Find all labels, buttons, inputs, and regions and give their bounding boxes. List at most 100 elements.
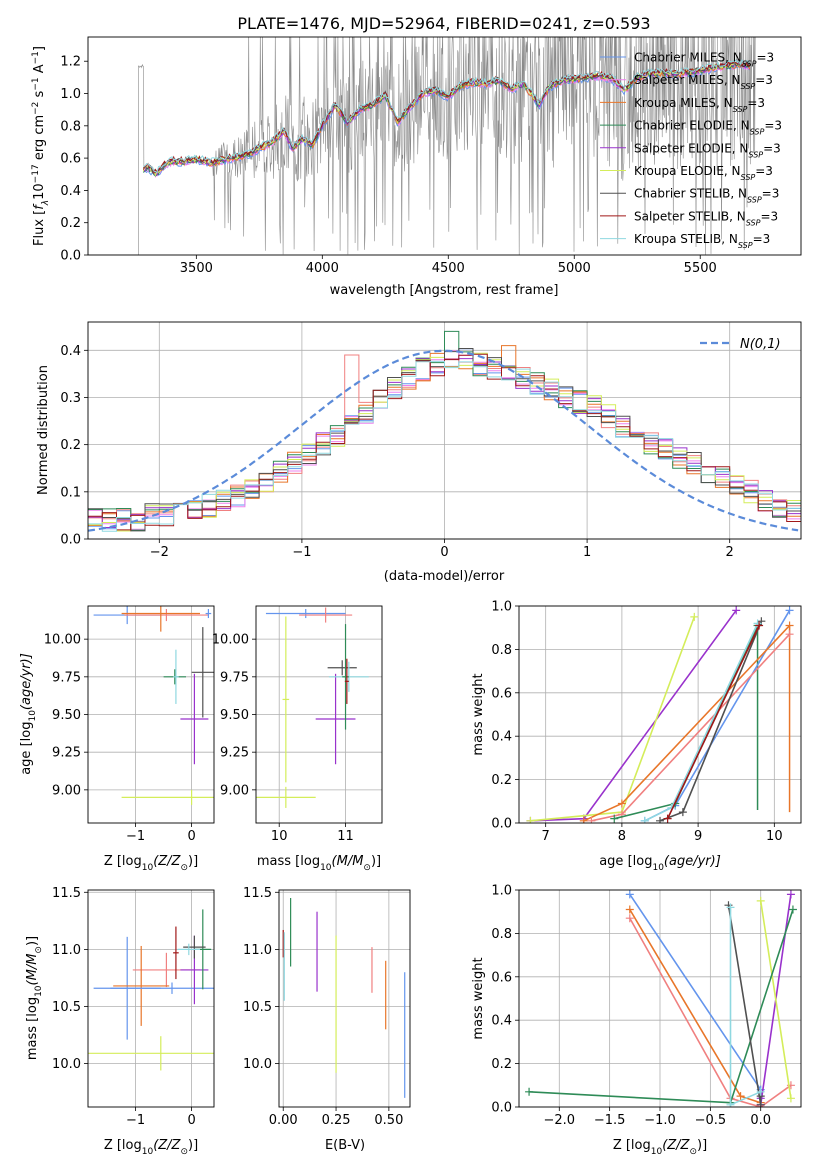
weight-marker: [753, 619, 762, 628]
y-axis-label: mass weight: [471, 957, 486, 1039]
tick-label-y: 0.6: [491, 970, 512, 985]
ticks: −1 0 9.00 9.25 9.50 9.75 10.00: [44, 633, 196, 844]
label-part: age [log: [599, 854, 652, 869]
plot-area: [88, 909, 214, 1071]
mass-vs-extinction-panel: 0.00 0.25 0.50 10.0 10.5 11.0 11.5 E(B-V): [243, 886, 411, 1153]
label-part: 10: [142, 1147, 154, 1157]
label-part: Z [log: [104, 854, 142, 869]
axis-label: mass [log10(M/M⊙)]: [25, 936, 44, 1060]
weight-marker: [788, 905, 797, 914]
legend-text: Chabrier STELIB, N: [634, 187, 747, 201]
legend-text: =3: [762, 187, 780, 201]
tick-label-y: 0.0: [60, 533, 81, 548]
tick-label-y: 10.5: [243, 1000, 272, 1015]
legend-subscript: SSP: [750, 127, 765, 136]
y-axis-label: mass weight: [471, 673, 486, 755]
observed-spectrum: [88, 37, 756, 255]
label-part: (age/yr)]: [19, 653, 34, 710]
histogram-chabrier-elodie: [88, 330, 801, 531]
tick-label-x: 0.0: [750, 1113, 771, 1128]
mass-vs-metallicity-panel: −1 010.010.511.011.5Z [log10(Z/Z⊙)]mass […: [25, 886, 215, 1157]
tick-label-y: 9.75: [52, 670, 81, 685]
tick-label-y: 0.2: [491, 1057, 512, 1072]
weight-marker: [625, 914, 634, 923]
legend-text: =3: [755, 164, 773, 178]
weight-marker: [625, 905, 634, 914]
axes-frame: [87, 36, 802, 256]
legend-text: Chabrier MILES, N: [634, 51, 742, 65]
tick-label-y: 0.2: [60, 216, 81, 231]
tick-label-x: 1: [583, 545, 591, 560]
label-part: (M/M: [332, 854, 364, 869]
weight-marker: [785, 621, 794, 630]
label-part: )]: [371, 854, 381, 869]
normal-reference-curve: [88, 349, 799, 532]
tick-label-y: 9.75: [220, 670, 249, 685]
weight-marker: [726, 1100, 735, 1107]
label-part: ]: [32, 46, 47, 51]
legend-text: Salpeter MILES, N: [634, 73, 741, 87]
legend-text: =3: [755, 73, 773, 87]
weight-line-kroupa-elodie: [530, 616, 696, 822]
legend-text: Salpeter STELIB, N: [634, 209, 746, 223]
tick-label-x: 0: [187, 829, 195, 844]
tick-label-y: 10.00: [212, 633, 249, 648]
tick-label-x: 8: [618, 829, 626, 844]
legend-text: =3: [760, 209, 778, 223]
tick-label-y: 10.00: [44, 633, 81, 648]
tick-label-x: 4000: [306, 261, 339, 276]
weight-marker: [756, 896, 765, 905]
weight-marker: [786, 890, 795, 899]
tick-label-y: 9.25: [52, 746, 81, 761]
label-part: mass [log: [25, 997, 40, 1060]
tick-label-y: 0.4: [60, 344, 81, 359]
tick-label-y: 10.5: [52, 1000, 81, 1015]
tick-label-x: 10: [766, 829, 783, 844]
legend-subscript: SSP: [742, 59, 757, 68]
tick-label-y: 11.5: [243, 886, 272, 901]
tick-label-y: 1.2: [60, 55, 81, 70]
tick-label-x: 0.00: [269, 1113, 298, 1128]
weight-marker: [587, 816, 596, 823]
weight-marker: [656, 816, 664, 823]
label-part: )]: [697, 1138, 707, 1153]
tick-label-x: −1.5: [594, 1113, 626, 1128]
legend-subscript: SSP: [748, 150, 763, 159]
tick-label-y: 11.0: [243, 943, 272, 958]
weight-vs-metallicity-panel: −2.0 −1.5 −1.0 −0.5 0.0 0.0 0.2 0.4 0.6 0.8 1.0 Z […: [471, 884, 802, 1157]
weight-marker: [785, 630, 794, 639]
label-part: s: [32, 90, 47, 101]
legend-subscript: SSP: [747, 195, 762, 204]
weight-marker: [732, 606, 741, 615]
tick-label-x: −0.5: [695, 1113, 727, 1128]
label-part: ⊙: [180, 863, 188, 873]
figure-title: PLATE=1476, MJD=52964, FIBERID=0241, z=0…: [237, 14, 650, 33]
weight-marker: [640, 816, 649, 823]
histogram-kroupa-stelib: [88, 360, 801, 532]
axes-frame: [87, 321, 802, 540]
legend-label: Salpeter STELIB, NSSP=3: [634, 209, 778, 227]
label-part: (Z/Z: [662, 1138, 690, 1153]
weight-marker: [663, 814, 672, 823]
tick-label-y: 1.0: [491, 600, 512, 615]
weight-line-kroupa-miles: [629, 917, 792, 1107]
tick-label-y: 10.0: [52, 1057, 81, 1072]
label-part: Z [log: [613, 1138, 651, 1153]
label-part: 10: [32, 183, 47, 200]
ticks: −1 0 10.0 10.5 11.0 11.5: [52, 886, 196, 1128]
grid: [519, 889, 801, 1108]
legend-text: =3: [753, 232, 771, 246]
tick-label-y: 0.2: [60, 438, 81, 453]
label-part: Flux [: [32, 210, 47, 246]
tick-label-y: 0.2: [491, 773, 512, 788]
tick-label-x: 2: [726, 545, 734, 560]
legend-subscript: SSP: [733, 104, 748, 113]
weight-marker: [736, 1092, 745, 1101]
axes-frame: [518, 605, 802, 824]
legend-subscript: SSP: [746, 218, 761, 227]
axis-label: Z [log10(Z/Z⊙)]: [104, 854, 198, 873]
axis-label: age [log10(age/yr)]: [599, 854, 721, 873]
label-part: 10: [142, 863, 154, 873]
tick-label-y: 0.8: [60, 119, 81, 134]
